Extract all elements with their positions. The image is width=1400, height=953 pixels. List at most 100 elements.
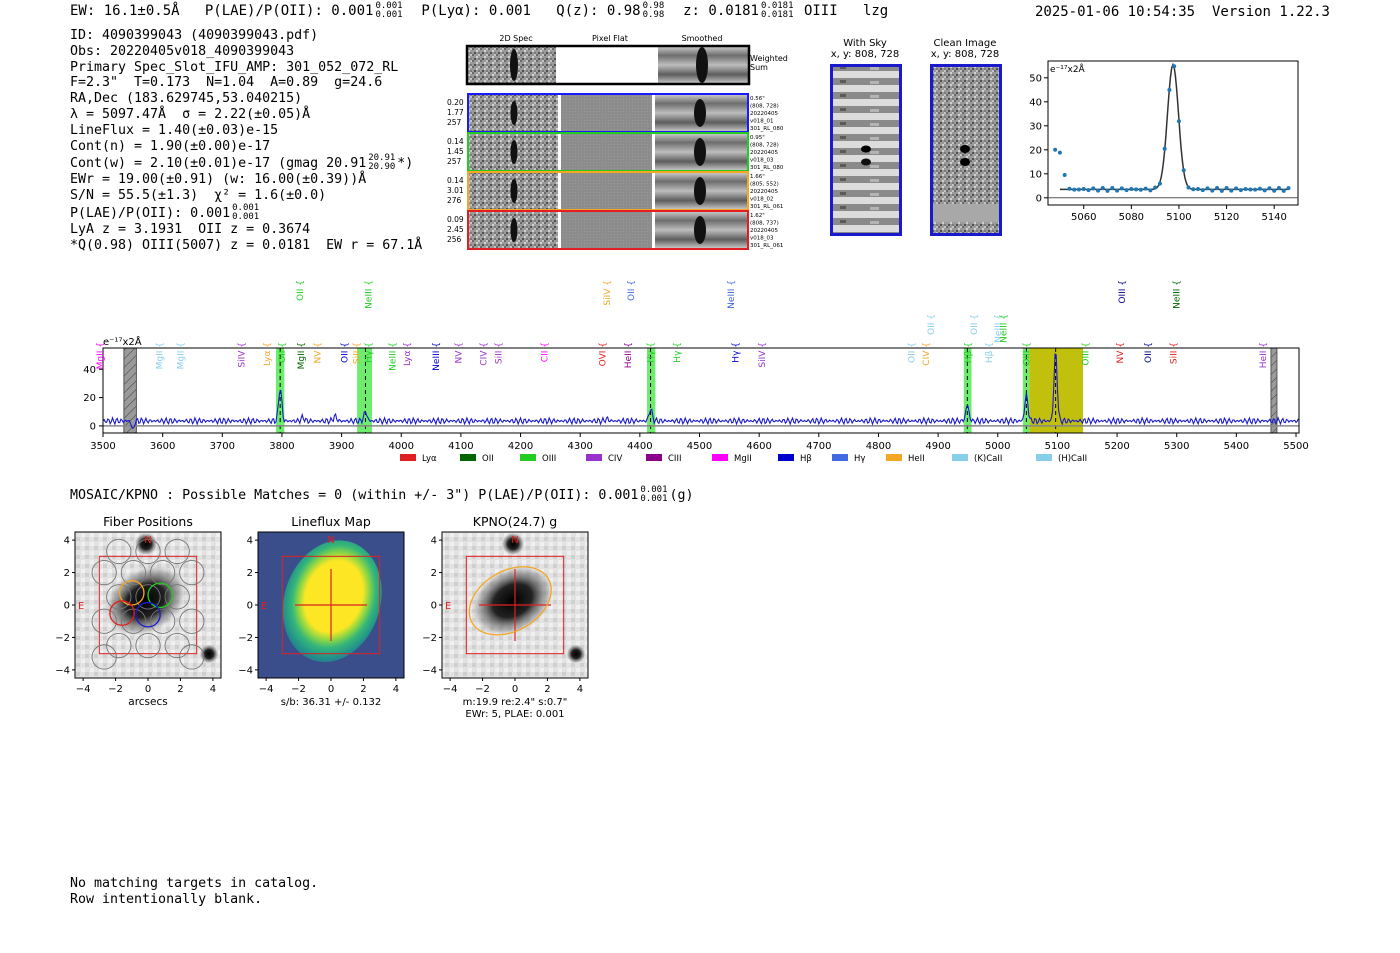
- panel-ytick: −2: [55, 633, 70, 644]
- line-label: NeIII {: [432, 342, 442, 371]
- spectrum-xtick: 4200: [508, 441, 533, 452]
- svg-text:NeIII {: NeIII {: [388, 342, 398, 371]
- line-id: OIII: [803, 3, 838, 19]
- svg-text:Hγ {: Hγ {: [647, 342, 657, 363]
- fit-point: [1167, 87, 1172, 92]
- line-label: SiIV {: [603, 280, 613, 306]
- panel-xtick: −2: [475, 684, 490, 695]
- flux-xlabel: s/b: 36.31 +/- 0.132: [281, 697, 381, 708]
- image-panels: Fiber Positions N E 4 2 0 −2 −4 −4 −2 0 2 4 arcsecs L…: [55, 514, 589, 720]
- svg-text:NeIII {: NeIII {: [994, 314, 1004, 343]
- weighted-label: Weighted: [750, 54, 788, 63]
- cutout-weight: 0.14: [447, 137, 464, 146]
- line-label: HeII {: [624, 342, 634, 368]
- fit-point: [1100, 185, 1105, 190]
- legend-label: MgII: [734, 454, 752, 464]
- fiber-highlight: [109, 600, 135, 626]
- cutout-meta: v018_01: [750, 119, 774, 125]
- fit-point: [1191, 187, 1196, 192]
- fit-point: [1176, 119, 1181, 124]
- panel-ytick: 2: [64, 568, 70, 579]
- cutout-meta: v018_03: [750, 158, 774, 164]
- info-contw: Cont(w) = 2.10(±0.01)e-17 (gmag 20.91 20.…: [70, 153, 414, 173]
- fit-point: [1210, 188, 1215, 193]
- info-plae: P(LAE)/P(OII): 0.001 0.001 0.001: [70, 202, 260, 222]
- fit-xtick: 5120: [1214, 212, 1239, 223]
- legend-swatch: [712, 454, 728, 461]
- fit-xtick: 5140: [1261, 212, 1286, 223]
- svg-text:NV {: NV {: [314, 342, 324, 363]
- fit-point: [1081, 186, 1086, 191]
- fit-ytick: 30: [1029, 121, 1042, 132]
- cutout-weight: 0.20: [447, 98, 464, 107]
- svg-text:CII {: CII {: [540, 342, 550, 362]
- svg-text:OIII {: OIII {: [1081, 342, 1091, 366]
- kpno-xlabel-1: m:19.9 re:2.4" s:0.7": [463, 697, 568, 708]
- line-label: CIV {: [922, 342, 932, 366]
- legend-swatch: [520, 454, 536, 461]
- panel-xtick: 2: [360, 684, 366, 695]
- line-label: SiIV {: [237, 342, 247, 368]
- fiber-circle: [91, 559, 117, 586]
- svg-text:OII {: OII {: [907, 342, 917, 363]
- fit-point: [1257, 186, 1262, 191]
- svg-text:OIII {: OIII {: [1118, 280, 1128, 304]
- legend-swatch: [832, 454, 848, 461]
- spectrum-xtick: 4800: [866, 441, 891, 452]
- fit-point: [1219, 188, 1224, 193]
- info-radec: RA,Dec (183.629745,53.040215): [70, 91, 303, 107]
- aperture-ellipse: [468, 566, 552, 636]
- svg-text:SiIV {: SiIV {: [758, 342, 768, 368]
- fit-point: [1153, 185, 1158, 190]
- with-sky-image: [830, 64, 902, 236]
- svg-text:Hγ {: Hγ {: [673, 342, 683, 363]
- info-lambda: λ = 5097.47Å σ = 2.22(±0.05)Å: [70, 106, 311, 122]
- fit-point: [1096, 188, 1100, 193]
- fit-point: [1215, 186, 1220, 191]
- fiber-circle: [120, 559, 147, 586]
- fit-point: [1072, 187, 1077, 192]
- spectrum-xtick: 5500: [1283, 441, 1308, 452]
- fit-point: [1124, 188, 1129, 193]
- north-label: N: [511, 535, 518, 546]
- line-label: Lyα {: [403, 342, 413, 366]
- panel-xtick: −2: [291, 684, 306, 695]
- cutout-weight: 1.77: [447, 108, 464, 117]
- line-band: [357, 348, 373, 433]
- info-spec: Primary Spec_Slot_IFU_AMP: 301_052_072_R…: [70, 59, 399, 75]
- svg-text:MgII {: MgII {: [177, 342, 187, 369]
- panel-xtick: 2: [544, 684, 550, 695]
- fit-point: [1067, 186, 1072, 191]
- info-q: *Q(0.98) OIII(5007) z = 0.0181 EW r = 67…: [70, 237, 423, 253]
- svg-text:NeIII {: NeIII {: [1173, 280, 1183, 309]
- panel-title: KPNO(24.7) g: [473, 514, 557, 529]
- svg-text:SiII {: SiII {: [1170, 342, 1180, 364]
- fit-xtick: 5100: [1166, 212, 1191, 223]
- fit-point: [1076, 187, 1081, 192]
- fit-point: [1105, 188, 1110, 193]
- line-label: OVI {: [598, 342, 608, 366]
- qz-err: 0.98 0.98: [642, 1, 665, 20]
- svg-text:CIV {: CIV {: [922, 342, 932, 366]
- cutout-meta: (808, 728): [750, 143, 779, 149]
- plya-value: P(Lyα): 0.001: [421, 3, 531, 19]
- spectra-cutouts: 2D Spec Pixel Flat Smoothed Weighted Sum…: [447, 34, 788, 250]
- legend-swatch: [952, 454, 968, 461]
- svg-text:HeII {: HeII {: [1259, 342, 1269, 368]
- svg-text:NeIII {: NeIII {: [364, 280, 374, 309]
- legend-swatch: [1036, 454, 1052, 461]
- catalog-note: No matching targets in catalog. Row inte…: [70, 876, 318, 907]
- legend-label: OIII: [542, 454, 556, 464]
- fiber-circle: [106, 584, 132, 610]
- line-label: OIII {: [1081, 342, 1091, 366]
- spectrum-ytick: 0: [90, 421, 96, 432]
- line-label: SiII {: [1170, 342, 1180, 364]
- legend-swatch: [460, 454, 476, 461]
- fit-point: [1110, 186, 1115, 191]
- legend-swatch: [586, 454, 602, 461]
- svg-text:OII {: OII {: [1144, 342, 1154, 363]
